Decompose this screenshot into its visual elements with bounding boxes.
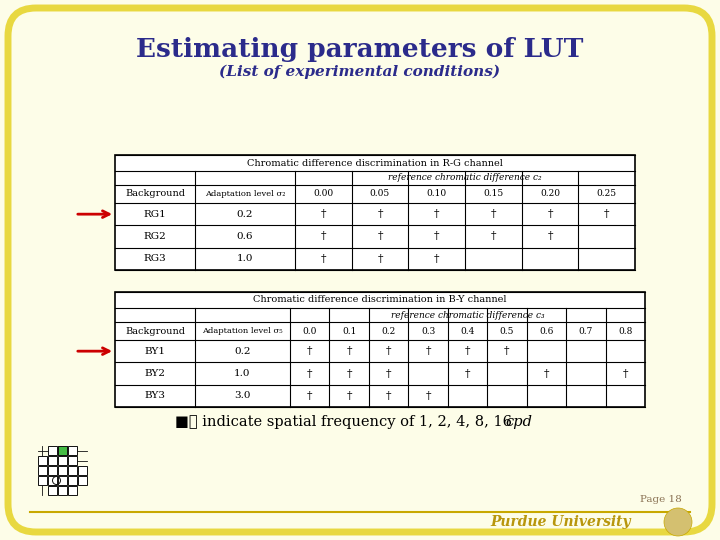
Text: BY1: BY1 [145,347,166,356]
Text: †: † [604,209,609,219]
Text: 0.15: 0.15 [483,190,503,199]
Text: †: † [346,368,352,379]
Text: Page 18: Page 18 [640,496,682,504]
Text: †: † [377,209,383,219]
Bar [68,486,77,495]
Bar [58,446,67,455]
Text: †: † [377,232,383,241]
Text: Estimating parameters of LUT: Estimating parameters of LUT [136,37,584,63]
Text: BY3: BY3 [145,392,166,400]
Text: 0.4: 0.4 [460,327,474,335]
Text: †: † [386,368,392,379]
Text: 0.5: 0.5 [500,327,514,335]
Bar [78,466,87,475]
Bar [68,446,77,455]
Text: reference chromatic difference c₃: reference chromatic difference c₃ [391,310,544,320]
Text: RG3: RG3 [143,254,166,264]
Bar [58,456,67,465]
Text: ■Ⓢ indicate spatial frequency of 1, 2, 4, 8, 16: ■Ⓢ indicate spatial frequency of 1, 2, 4… [175,415,517,429]
Text: †: † [544,368,549,379]
Text: 0.10: 0.10 [427,190,446,199]
Text: †: † [320,209,326,219]
Text: Chromatic difference discrimination in R-G channel: Chromatic difference discrimination in R… [247,159,503,167]
Text: †: † [464,346,470,356]
Bar [58,446,67,455]
Text: †: † [547,232,553,241]
Text: †: † [547,209,553,219]
Text: 0.6: 0.6 [539,327,554,335]
Text: 0.1: 0.1 [342,327,356,335]
Text: †: † [434,209,439,219]
Text: 1.0: 1.0 [237,254,253,264]
Text: †: † [320,232,326,241]
Text: 0.25: 0.25 [597,190,617,199]
Text: Purdue University: Purdue University [490,515,631,529]
Text: Background: Background [125,190,185,199]
Text: †: † [386,346,392,356]
Text: 3.0: 3.0 [234,392,251,400]
Bar [58,486,67,495]
Text: †: † [346,391,352,401]
Bar [115,155,635,270]
Bar [68,466,77,475]
Text: 0.2: 0.2 [234,347,251,356]
Text: 0.7: 0.7 [579,327,593,335]
Text: 0.2: 0.2 [382,327,396,335]
Bar [58,466,67,475]
Bar [38,456,47,465]
Bar [68,476,77,485]
Text: 0.05: 0.05 [370,190,390,199]
Text: †: † [426,391,431,401]
Text: reference chromatic difference c₂: reference chromatic difference c₂ [388,173,542,183]
Text: Background: Background [125,327,185,335]
Text: †: † [377,254,383,264]
Text: Adaptation level σ₂: Adaptation level σ₂ [204,190,285,198]
Text: (List of experimental conditions): (List of experimental conditions) [220,65,500,79]
Text: †: † [464,368,470,379]
Text: 1.0: 1.0 [234,369,251,378]
Text: †: † [346,346,352,356]
Text: RG1: RG1 [143,210,166,219]
Text: †: † [386,391,392,401]
Text: Adaptation level σ₅: Adaptation level σ₅ [202,327,283,335]
Text: †: † [504,346,510,356]
Text: BY2: BY2 [145,369,166,378]
Text: 0.0: 0.0 [302,327,317,335]
Text: †: † [307,346,312,356]
Text: Chromatic difference discrimination in B-Y channel: Chromatic difference discrimination in B… [253,295,507,305]
Text: †: † [307,391,312,401]
Bar [68,456,77,465]
Bar [115,292,645,407]
Text: 0.20: 0.20 [540,190,560,199]
Text: 0.6: 0.6 [237,232,253,241]
Text: †: † [434,232,439,241]
Text: †: † [434,254,439,264]
Circle shape [664,508,692,536]
Bar [48,476,57,485]
Text: RG2: RG2 [143,232,166,241]
Bar [38,476,47,485]
Text: 0.3: 0.3 [421,327,435,335]
Text: †: † [490,209,496,219]
Bar [48,466,57,475]
Bar [78,476,87,485]
Text: †: † [426,346,431,356]
Text: †: † [307,368,312,379]
Text: 0.00: 0.00 [313,190,333,199]
Text: †: † [490,232,496,241]
Text: 0.2: 0.2 [237,210,253,219]
Text: cpd: cpd [505,415,532,429]
Text: 0.8: 0.8 [618,327,632,335]
Bar [48,446,57,455]
Bar [38,466,47,475]
Bar [58,476,67,485]
Text: †: † [623,368,628,379]
FancyBboxPatch shape [8,8,712,532]
Bar [48,456,57,465]
Text: †: † [320,254,326,264]
Bar [48,486,57,495]
